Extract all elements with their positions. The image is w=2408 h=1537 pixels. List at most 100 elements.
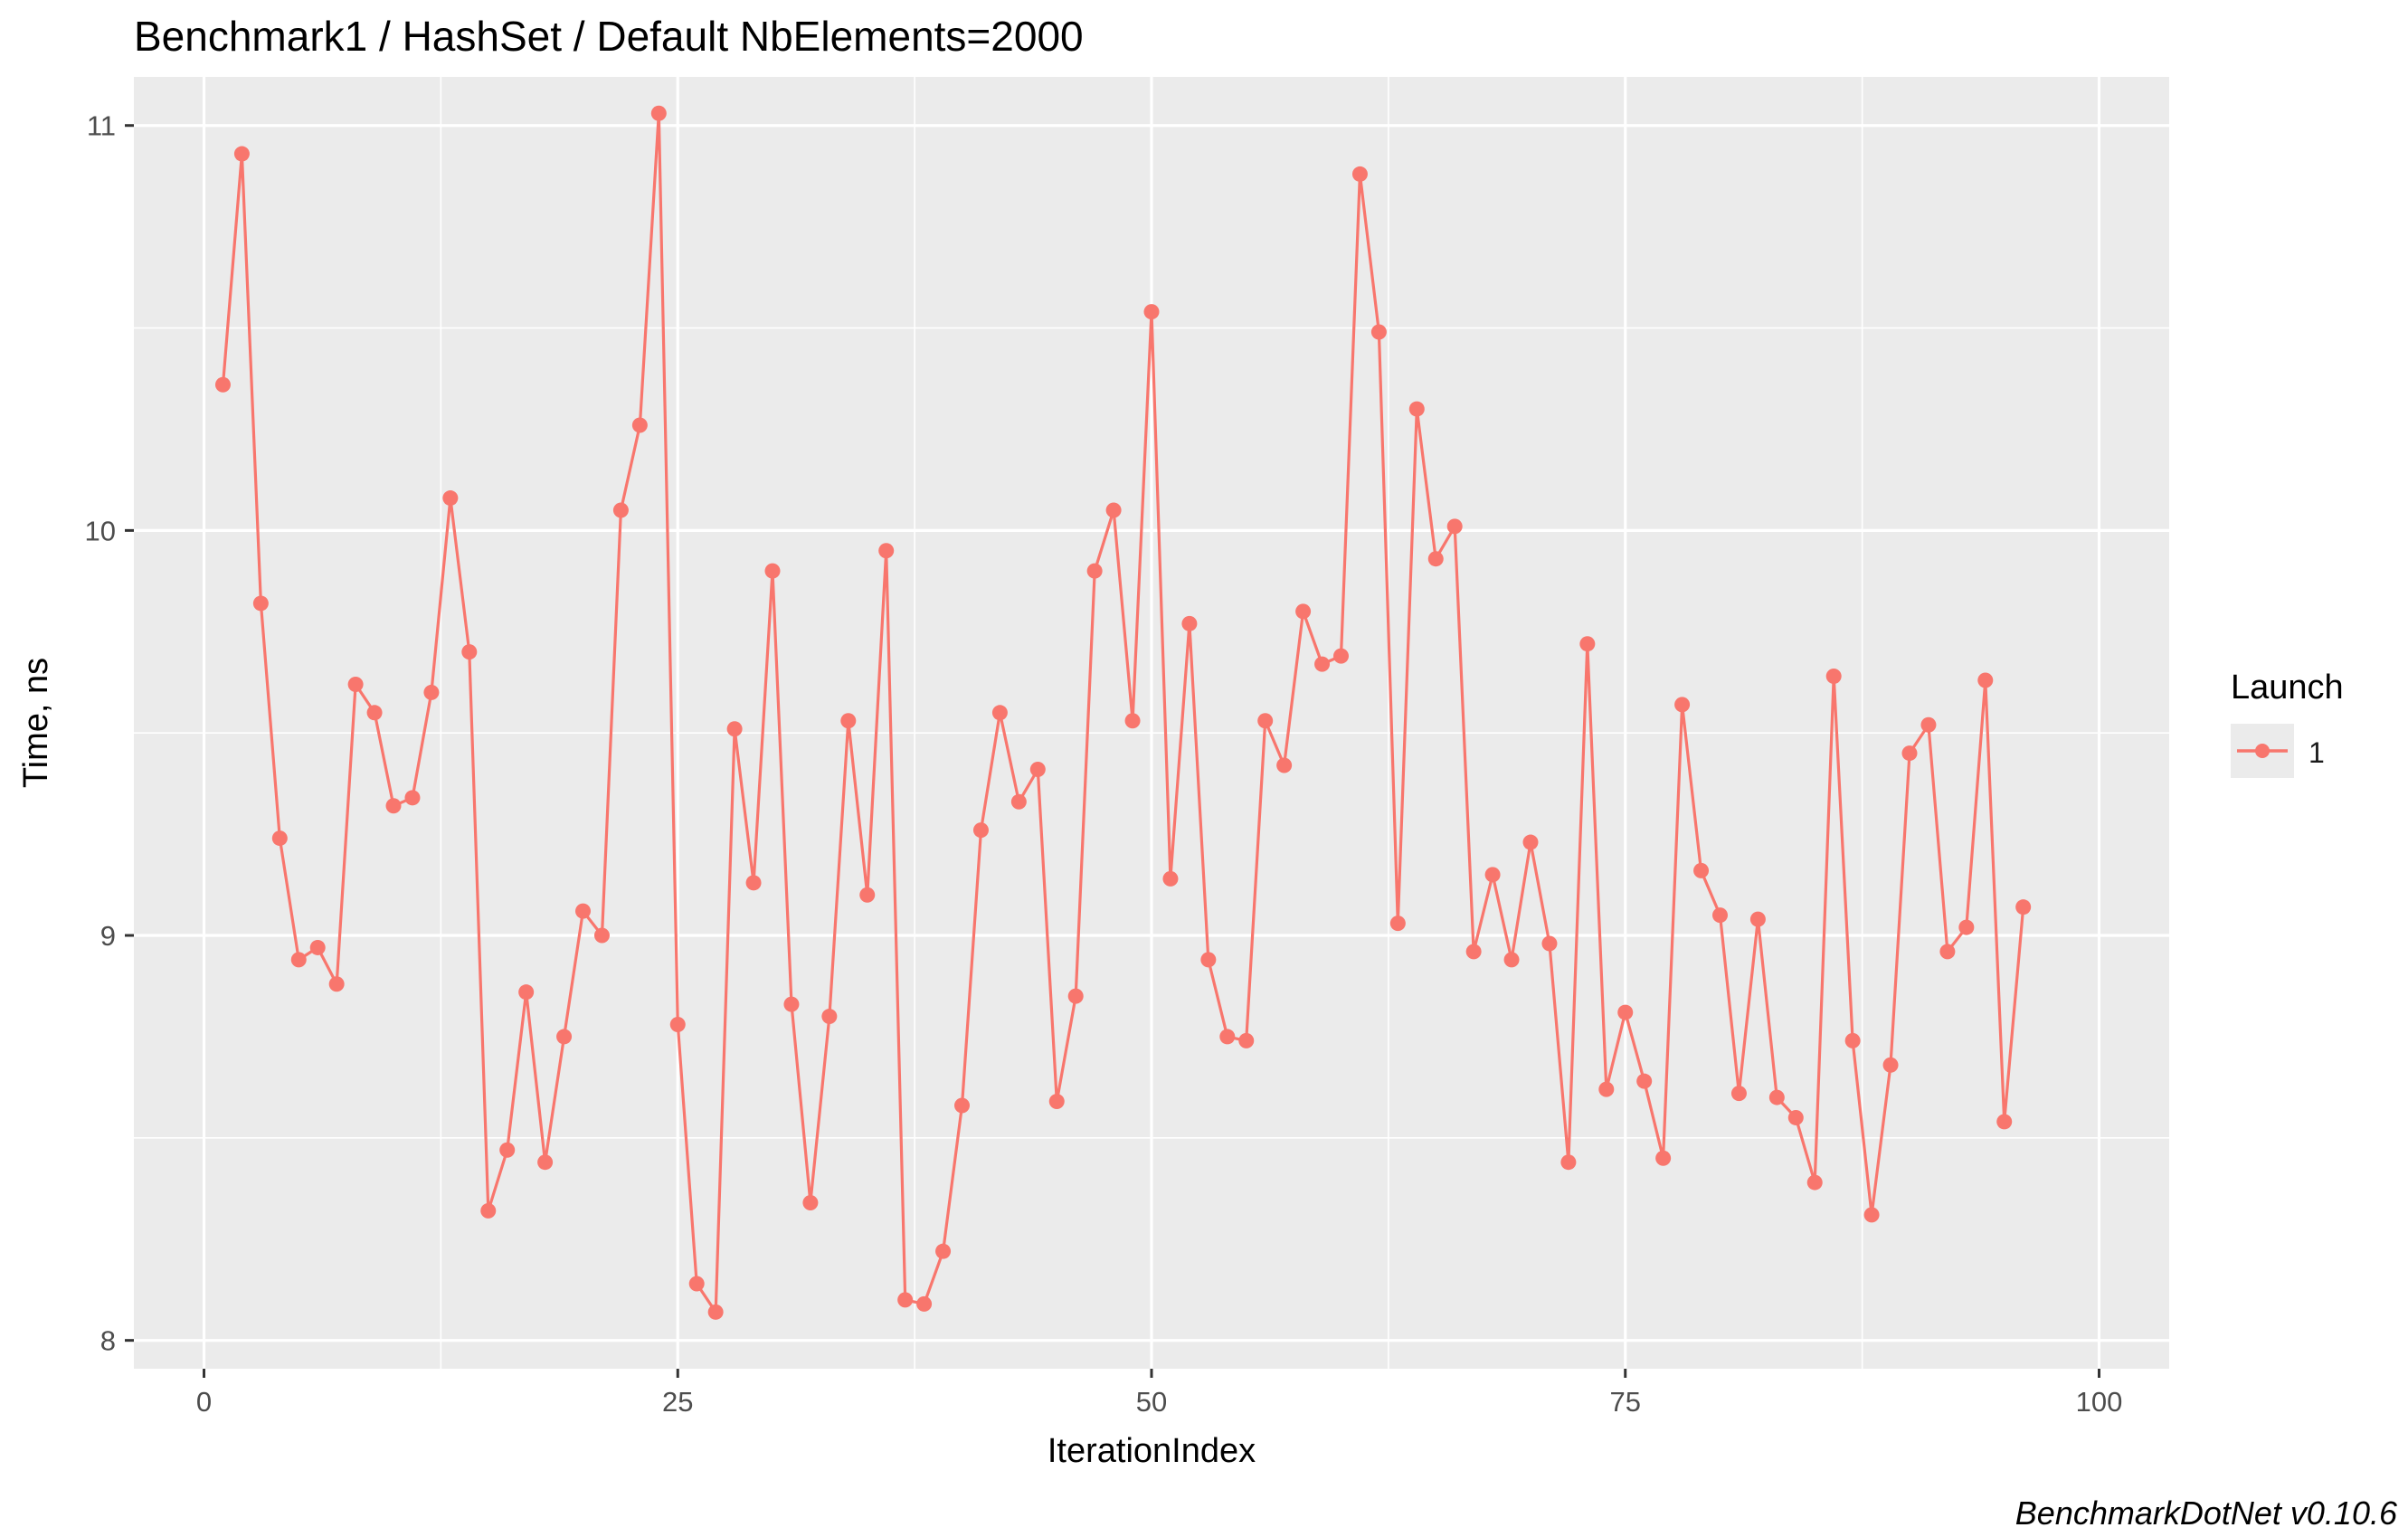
data-point [480,1202,497,1219]
data-point [631,417,648,433]
data-point [1636,1073,1653,1089]
x-tick-label: 50 [1136,1386,1167,1418]
x-tick-label: 75 [1610,1386,1641,1418]
caption: BenchmarkDotNet v0.10.6 [2015,1494,2398,1532]
data-point [328,976,345,992]
y-tick-label: 11 [87,110,116,142]
data-point [1617,1004,1634,1020]
data-point [499,1142,516,1158]
data-point [537,1154,554,1171]
data-point [1238,1032,1255,1048]
data-point [745,875,762,891]
data-point [593,927,610,944]
data-point [1996,1114,2013,1130]
data-point [1598,1081,1615,1097]
data-point [1408,401,1425,417]
data-point [726,721,743,737]
data-point [1674,697,1691,713]
series-layer [214,105,2032,1320]
x-tick-label: 0 [196,1386,212,1418]
data-point [2015,899,2032,916]
data-point [575,903,592,919]
x-axis: 0 25 50 75 100 [196,1369,2122,1418]
data-point [1958,919,1975,935]
data-point [1655,1150,1672,1166]
data-point [707,1304,724,1320]
data-point [1863,1207,1880,1223]
x-tick-label: 100 [2076,1386,2123,1418]
data-point [859,887,876,903]
chart-title: Benchmark1 / HashSet / Default NbElement… [134,13,1084,60]
legend-title: Launch [2231,669,2344,707]
data-point [1427,551,1444,567]
data-point [1730,1086,1747,1102]
data-point [233,146,250,162]
data-point [878,543,895,559]
data-point [290,952,307,968]
data-point [1200,952,1217,968]
data-point [1257,713,1274,729]
data-point [1295,603,1312,620]
data-point [385,798,402,814]
data-point [1370,324,1387,340]
data-point [1882,1057,1899,1073]
data-point [1314,656,1331,672]
x-tick-label: 25 [662,1386,693,1418]
data-point [1522,834,1539,850]
data-point [1806,1174,1823,1191]
data-point [1939,944,1956,960]
data-point [347,676,364,692]
data-point [1920,716,1937,733]
data-point [972,822,989,839]
series-line [221,111,2025,1314]
data-point [309,939,326,955]
data-point [1010,793,1027,810]
data-point [991,705,1008,721]
data-point [1749,911,1766,927]
data-point [404,790,421,806]
data-point [821,1009,838,1025]
data-point [252,595,269,612]
data-point [916,1295,933,1312]
data-point [1105,502,1122,518]
data-point [271,830,288,847]
data-point [1067,988,1084,1004]
data-point [1465,944,1482,960]
data-point [423,684,440,700]
data-point [442,490,459,507]
data-point [954,1097,971,1114]
y-tick-label: 8 [100,1325,116,1357]
data-point [1351,166,1368,182]
data-point [1389,916,1406,932]
y-tick-label: 9 [100,920,116,952]
data-point [1977,672,1994,688]
y-axis-label: Time, ns [17,658,55,788]
data-point [897,1292,914,1308]
data-point [1541,935,1558,952]
data-point [366,705,383,721]
data-point [1711,907,1728,924]
data-point [1579,636,1596,652]
legend: Launch 1 [2231,669,2344,778]
data-point [1844,1032,1861,1048]
data-point [1086,563,1103,579]
data-point [935,1243,952,1259]
data-point [1162,870,1179,887]
data-point [764,563,781,579]
data-point [802,1194,819,1210]
data-point [1560,1154,1577,1171]
data-point [783,996,800,1012]
y-tick-label: 10 [85,515,116,546]
grid-major [134,77,2169,1369]
data-point [1768,1089,1785,1105]
data-point [461,644,478,660]
data-point [1901,745,1918,762]
data-point [518,984,535,1001]
data-point [688,1276,705,1292]
data-point [1029,761,1046,777]
data-point [1143,304,1160,320]
data-point [1219,1029,1236,1045]
data-point [556,1029,573,1045]
data-point [1276,757,1293,773]
